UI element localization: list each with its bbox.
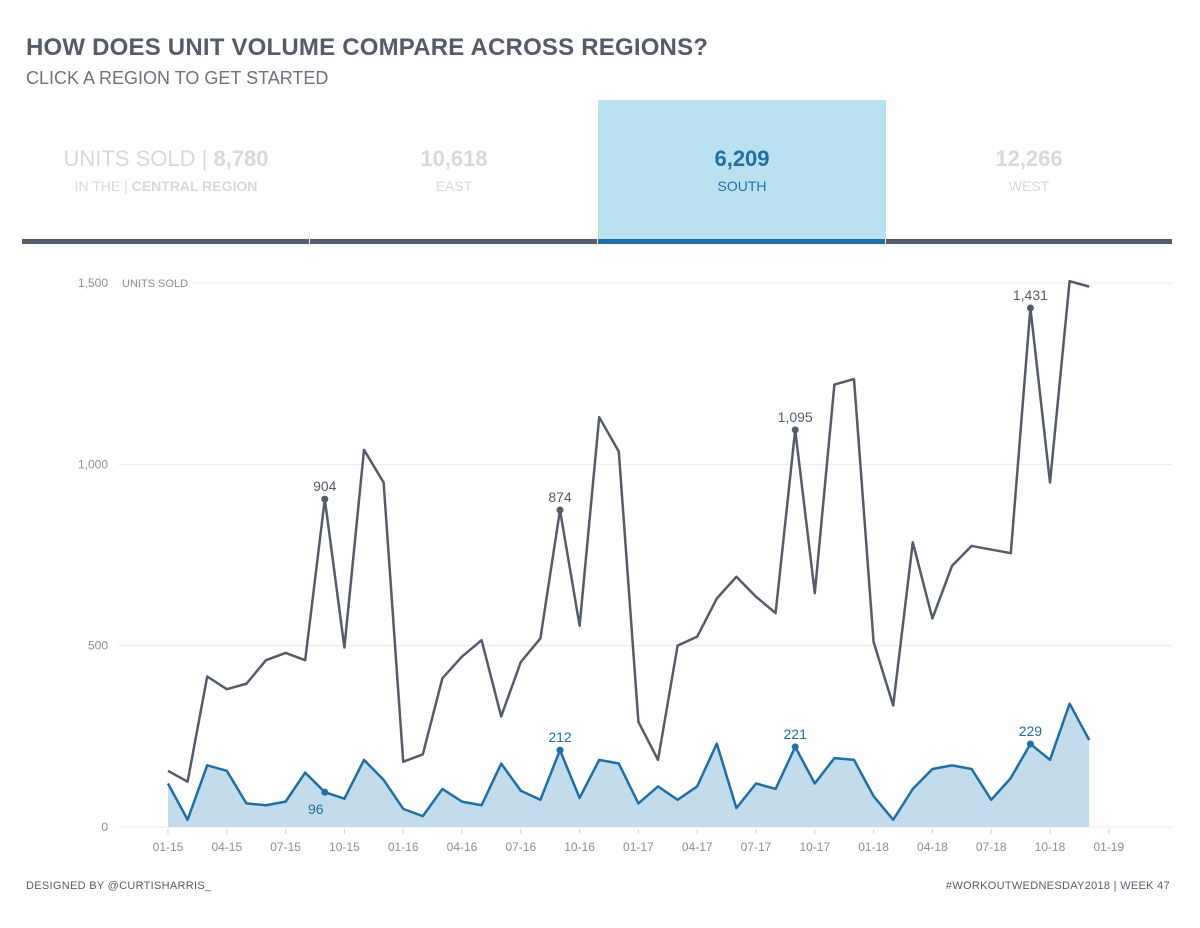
data-label: 221 [784,726,808,742]
x-tick-label: 04-18 [917,840,948,854]
data-point-marker [321,788,329,796]
region-tile-east[interactable]: 10,618 EAST [310,100,599,244]
data-label: 874 [548,489,572,505]
region-tile-central[interactable]: UNITS SOLD | 8,780 IN THE | CENTRAL REGI… [22,100,311,244]
x-tick-label: 10-17 [799,840,830,854]
region-tile-value: 12,266 [995,146,1063,171]
region-tile-underline [22,239,310,244]
region-tile-label: SOUTH [717,178,767,194]
data-label: 229 [1019,723,1043,739]
y-tick-label: 1,000 [78,457,108,471]
data-point-marker [1026,740,1034,748]
data-label: 1,431 [1013,287,1048,303]
x-tick-label: 01-18 [858,840,889,854]
x-tick-label: 01-17 [623,840,654,854]
x-tick-label: 07-17 [741,840,772,854]
region-tile-label: WEST [1008,178,1050,194]
x-tick-label: 04-15 [211,840,242,854]
region-tile-value: UNITS SOLD | 8,780 [22,146,310,172]
x-tick-label: 07-15 [270,840,301,854]
x-tick-label: 10-16 [564,840,595,854]
data-point-marker [556,506,564,514]
x-tick-label: 01-19 [1093,840,1124,854]
region-tile-value-prefix: UNITS SOLD | [63,146,214,171]
region-tile-value: 10,618 [420,146,488,171]
challenge-credit: #WORKOUTWEDNESDAY2018 | WEEK 47 [945,880,1170,892]
x-tick-label: 04-16 [447,840,478,854]
region-area [168,703,1090,827]
y-tick-label: 0 [101,820,108,834]
data-point-marker [321,495,329,503]
data-label: 1,095 [778,409,813,425]
data-point-marker [1026,304,1034,312]
x-tick-label: 01-15 [153,840,184,854]
x-tick-label: 07-16 [505,840,536,854]
data-point-marker [791,426,799,434]
y-tick-label: 1,500 [78,276,108,290]
data-label: 212 [548,729,572,745]
region-tile-underline [886,239,1172,244]
data-label: 96 [308,801,324,817]
region-tile-underline [598,239,886,244]
units-line-chart: 0 500 1,000 1,500 UNITS SOLD 01-15 04-15 07-15 1… [78,276,1172,854]
data-point-marker [556,746,564,754]
region-tile-value: 6,209 [714,146,770,171]
x-tick-label: 04-17 [682,840,713,854]
region-tile-underline [310,239,598,244]
x-tick-label: 01-16 [388,840,419,854]
region-tile-label-prefix: IN THE | [74,178,132,194]
region-tile-label: EAST [435,178,473,194]
x-tick-label: 10-15 [329,840,360,854]
x-tick-label: 10-18 [1035,840,1066,854]
designer-credit: DESIGNED BY @CURTISHARRIS_ [26,880,212,892]
region-tile-west[interactable]: 12,266 WEST [886,100,1172,244]
y-axis-label: UNITS SOLD [122,278,188,290]
region-tile-south[interactable]: 6,209 SOUTH [598,100,887,244]
region-tile-label-name: CENTRAL REGION [131,178,258,194]
region-series-line [166,702,1091,821]
region-tile-value-number: 8,780 [213,146,269,171]
x-tick-label: 07-18 [976,840,1007,854]
data-point-marker [791,743,799,751]
region-tile-label: IN THE | CENTRAL REGION [22,178,310,194]
y-tick-label: 500 [88,639,108,653]
total-series-line [167,279,1090,783]
region-selector: UNITS SOLD | 8,780 IN THE | CENTRAL REGI… [22,100,1172,244]
data-label: 904 [313,478,337,494]
page-subtitle: CLICK A REGION TO GET STARTED [26,68,329,88]
page-title: HOW DOES UNIT VOLUME COMPARE ACROSS REGI… [26,34,709,61]
